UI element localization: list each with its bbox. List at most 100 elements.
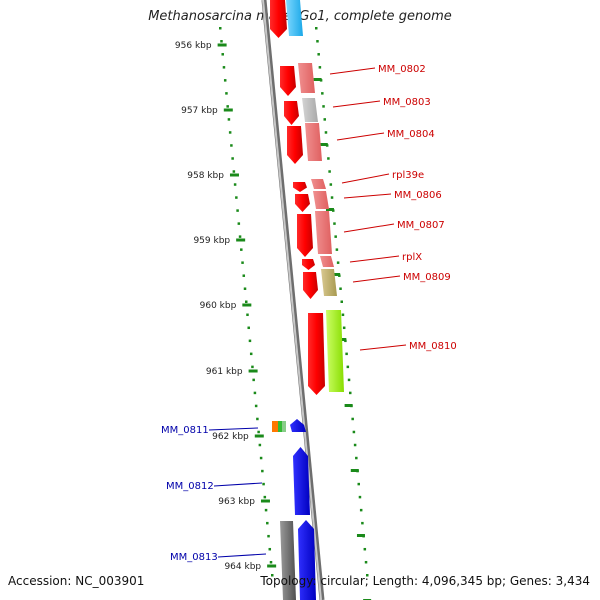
gene-arrow[interactable] bbox=[297, 214, 313, 257]
scale-label: 959 kbp bbox=[193, 236, 230, 246]
scale-dot bbox=[226, 105, 229, 108]
scale-dot bbox=[238, 235, 242, 238]
scale-dot bbox=[322, 105, 325, 108]
gene-arrow[interactable] bbox=[270, 0, 287, 38]
gene-arrow[interactable] bbox=[293, 447, 310, 515]
scale-label: 960 kbp bbox=[200, 301, 237, 311]
scale-dot bbox=[329, 183, 333, 186]
gene-label-MM_0809[interactable]: MM_0809 bbox=[403, 272, 451, 283]
gene-feature-box[interactable] bbox=[315, 211, 332, 254]
gene-label-rplX[interactable]: rplX bbox=[402, 252, 422, 263]
scale-tick bbox=[338, 338, 347, 341]
gene-label-MM_0813[interactable]: MM_0813 bbox=[170, 552, 218, 563]
scale-dot bbox=[324, 131, 328, 134]
scale-tick bbox=[223, 108, 233, 112]
scale-dot bbox=[231, 157, 234, 160]
scale-dot bbox=[251, 365, 254, 369]
scale-dot bbox=[271, 574, 274, 577]
gene-arrow[interactable] bbox=[293, 182, 307, 192]
gene-arrow[interactable] bbox=[295, 194, 310, 212]
gene-label-MM_0807[interactable]: MM_0807 bbox=[397, 220, 445, 231]
topology-text: Topology: circular; Length: 4,096,345 bp… bbox=[260, 574, 590, 588]
scale-dot bbox=[358, 495, 362, 499]
scale-dot bbox=[364, 560, 368, 564]
gene-label-MM_0811[interactable]: MM_0811 bbox=[161, 425, 209, 436]
scale-dot bbox=[222, 66, 226, 69]
label-leader bbox=[341, 173, 390, 184]
label-leader bbox=[329, 67, 376, 75]
scale-tick bbox=[319, 143, 328, 146]
scale-dot bbox=[245, 300, 248, 303]
gene-label-MM_0803[interactable]: MM_0803 bbox=[383, 97, 431, 108]
scale-dot bbox=[256, 417, 259, 421]
scale-dot bbox=[235, 196, 238, 199]
scale-dot bbox=[321, 92, 324, 95]
gene-feature-box[interactable] bbox=[282, 421, 286, 432]
scale-dot bbox=[342, 326, 346, 330]
right-scale-dots bbox=[315, 27, 369, 577]
scale-dot bbox=[333, 222, 336, 225]
gene-arrow[interactable] bbox=[284, 101, 299, 125]
gene-feature-box[interactable] bbox=[320, 256, 334, 267]
scale-label: 956 kbp bbox=[175, 41, 212, 51]
scale-dot bbox=[328, 170, 331, 173]
gene-arrow[interactable] bbox=[303, 272, 318, 299]
scale-dot bbox=[240, 248, 243, 251]
gene-arrow[interactable] bbox=[280, 66, 296, 96]
scale-dot bbox=[334, 235, 337, 238]
gene-label-MM_0812[interactable]: MM_0812 bbox=[166, 481, 214, 492]
gene-label-MM_0802[interactable]: MM_0802 bbox=[378, 64, 426, 75]
scale-dot bbox=[253, 391, 257, 395]
gene-arrow[interactable] bbox=[287, 126, 303, 164]
feature-track bbox=[270, 0, 344, 600]
scale-dot bbox=[353, 443, 357, 447]
left-scale-dots bbox=[219, 27, 274, 577]
scale-dot bbox=[242, 274, 246, 277]
scale-dot bbox=[249, 352, 253, 356]
scale-dot bbox=[352, 430, 356, 434]
scale-dot bbox=[219, 27, 222, 30]
gene-arrow[interactable] bbox=[308, 313, 325, 395]
gene-feature-box[interactable] bbox=[313, 191, 329, 209]
gene-arrow[interactable] bbox=[298, 520, 316, 600]
label-leader bbox=[343, 193, 392, 199]
scale-dot bbox=[232, 170, 236, 173]
scale-dot bbox=[361, 521, 364, 525]
scale-dot bbox=[221, 53, 224, 56]
scale-dot bbox=[254, 404, 258, 408]
label-leader bbox=[359, 344, 407, 351]
gene-arrow[interactable] bbox=[302, 259, 315, 270]
gene-label-MM_0806[interactable]: MM_0806 bbox=[394, 190, 442, 201]
gene-feature-box[interactable] bbox=[305, 123, 322, 161]
scale-dot bbox=[228, 131, 232, 134]
accession-text: Accession: NC_003901 bbox=[8, 574, 145, 588]
gene-feature-box[interactable] bbox=[298, 63, 315, 93]
scale-dot bbox=[241, 261, 244, 264]
gene-feature-box[interactable] bbox=[280, 521, 296, 600]
scale-tick bbox=[267, 564, 277, 568]
scale-dot bbox=[233, 183, 237, 186]
gene-label-MM_0810[interactable]: MM_0810 bbox=[409, 341, 457, 352]
gene-feature-box[interactable] bbox=[286, 0, 303, 36]
scale-dot bbox=[318, 66, 322, 69]
scale-dot bbox=[346, 365, 350, 369]
scale-tick bbox=[350, 469, 359, 472]
feature-labels: MM_0802 MM_0803 MM_0804 rpl39e MM_0806 MM_080… bbox=[161, 64, 457, 563]
scale-track: 956 kbp 957 kbp 958 kbp 959 kbp 960 kbp 961 k… bbox=[175, 27, 372, 600]
scale-tick bbox=[313, 78, 322, 81]
gene-label-rpl39e[interactable]: rpl39e bbox=[392, 170, 424, 181]
gene-feature-box[interactable] bbox=[311, 179, 326, 189]
gene-feature-box[interactable] bbox=[272, 421, 278, 432]
gene-feature-box[interactable] bbox=[326, 310, 344, 392]
scale-dot bbox=[351, 417, 354, 421]
gene-arrow[interactable] bbox=[290, 419, 306, 432]
scale-dot bbox=[269, 560, 273, 564]
scale-tick bbox=[260, 499, 270, 503]
scale-dot bbox=[243, 287, 247, 290]
gene-feature-box[interactable] bbox=[278, 421, 282, 432]
gene-feature-box[interactable] bbox=[321, 269, 337, 296]
gene-feature-box[interactable] bbox=[302, 98, 318, 122]
gene-label-MM_0804[interactable]: MM_0804 bbox=[387, 129, 435, 140]
